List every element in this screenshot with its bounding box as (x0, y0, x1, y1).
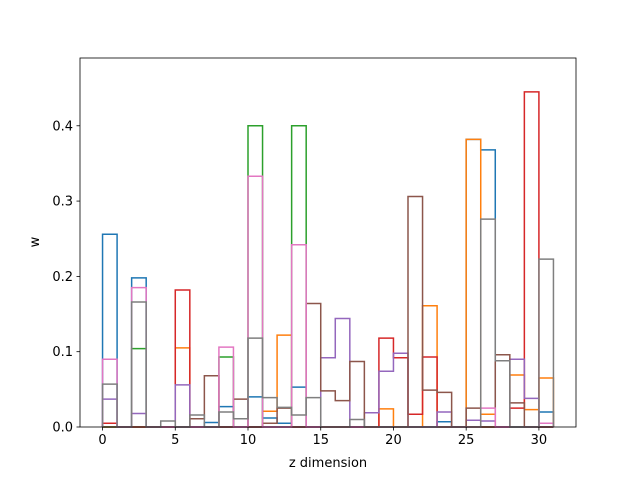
x-tick-label: 15 (312, 433, 329, 448)
y-tick-label: 0.1 (52, 345, 73, 360)
y-tick-label: 0.0 (52, 421, 73, 436)
series-6-step (101, 175, 555, 428)
x-axis: 0 5 10 15 20 25 30 (98, 427, 547, 448)
series-7-step (101, 218, 555, 428)
y-tick-label: 0.2 (52, 270, 73, 285)
x-axis-label: z dimension (289, 456, 367, 471)
series-layer (101, 91, 555, 428)
axes-frame (79, 57, 577, 428)
series-1-step (102, 138, 555, 428)
series-4-step (101, 317, 554, 428)
y-tick-label: 0.3 (52, 195, 73, 210)
y-axis-label: w (28, 236, 43, 247)
series-3-step (101, 91, 554, 428)
x-tick-label: 5 (171, 433, 179, 448)
series-0-step (101, 138, 555, 428)
y-tick-label: 0.4 (52, 119, 73, 134)
x-tick-label: 25 (458, 433, 475, 448)
y-axis: 0.0 0.1 0.2 0.3 0.4 (52, 119, 80, 436)
series-2-step (102, 125, 554, 428)
x-tick-label: 20 (385, 433, 402, 448)
x-tick-label: 0 (98, 433, 106, 448)
x-tick-label: 10 (240, 433, 257, 448)
series-5-step (102, 195, 554, 428)
x-tick-label: 30 (531, 433, 548, 448)
